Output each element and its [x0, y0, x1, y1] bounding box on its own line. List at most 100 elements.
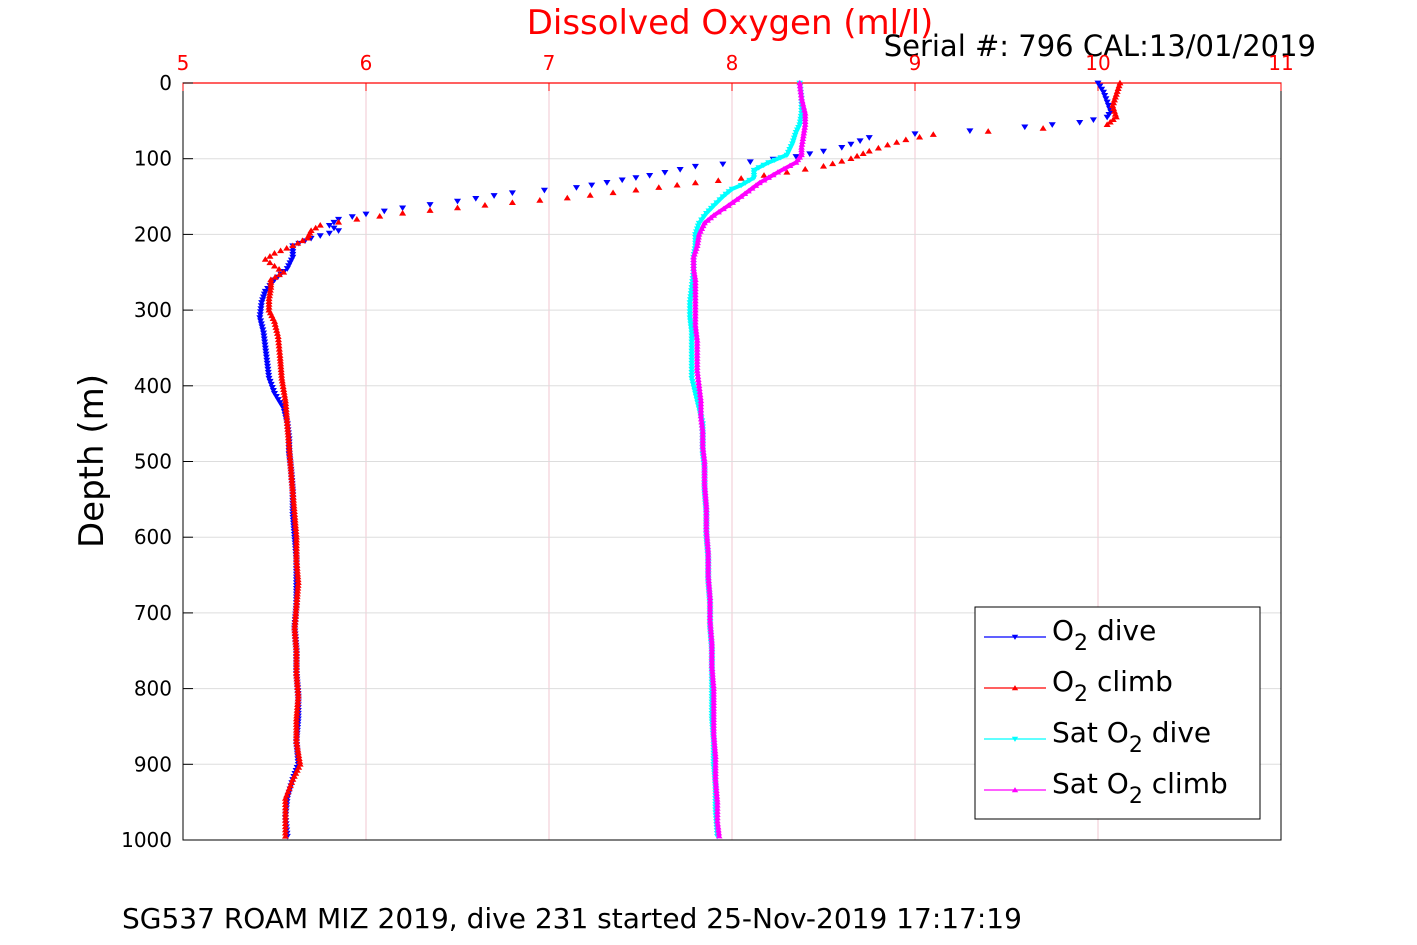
data-point — [275, 271, 283, 278]
data-point — [752, 182, 760, 188]
data-point — [786, 147, 793, 153]
data-point — [686, 315, 694, 321]
data-point — [686, 300, 694, 306]
data-point — [690, 385, 698, 391]
data-point — [348, 214, 356, 220]
grid — [183, 83, 1281, 840]
data-point — [325, 222, 333, 229]
data-point — [259, 330, 268, 337]
data-point — [748, 185, 756, 191]
data-point — [256, 312, 264, 318]
data-point — [853, 152, 861, 159]
data-point — [399, 205, 407, 212]
data-point — [856, 138, 864, 145]
data-point — [707, 214, 714, 221]
data-point — [275, 265, 283, 272]
data-point — [695, 220, 703, 227]
data-point — [563, 194, 571, 201]
data-point — [335, 228, 343, 234]
data-point — [287, 257, 295, 264]
data-point — [737, 182, 745, 189]
data-point — [859, 150, 867, 157]
data-point — [1106, 118, 1114, 125]
data-point — [687, 324, 695, 330]
data-point — [536, 197, 544, 203]
chart-title: Dissolved Oxygen (ml/l) — [527, 3, 934, 43]
data-point — [700, 214, 708, 220]
data-point — [715, 833, 723, 839]
data-point — [729, 199, 736, 205]
data-point — [262, 354, 270, 361]
data-point — [264, 363, 272, 370]
data-point — [893, 139, 901, 145]
data-point — [264, 369, 272, 376]
data-point — [289, 249, 297, 255]
x-tick-label: 7 — [543, 51, 556, 75]
data-point — [725, 202, 732, 208]
data-point — [750, 167, 758, 174]
data-point — [790, 135, 798, 141]
data-point — [692, 229, 700, 235]
data-point — [838, 157, 846, 164]
data-point — [270, 391, 279, 397]
data-point — [829, 160, 837, 167]
data-point — [713, 200, 721, 206]
data-point — [261, 288, 269, 295]
data-point — [426, 202, 434, 208]
data-point — [261, 256, 269, 262]
data-point — [259, 294, 268, 301]
data-point — [745, 188, 752, 194]
y-tick-label: 200 — [134, 222, 172, 246]
legend-label: O2 climb — [1052, 665, 1173, 707]
data-point — [676, 166, 684, 173]
data-point — [258, 300, 266, 306]
data-point — [271, 274, 279, 280]
data-point — [1104, 102, 1112, 109]
data-point — [303, 234, 311, 241]
series-sat-o2-climb — [690, 79, 809, 839]
data-point — [750, 170, 758, 176]
data-point — [688, 354, 696, 361]
y-tick-label: 0 — [159, 71, 172, 95]
data-point — [263, 360, 271, 367]
y-tick-label: 500 — [134, 450, 172, 474]
data-point — [984, 128, 992, 134]
serial-calibration-label: Serial #: 796 CAL:13/01/2019 — [884, 29, 1316, 63]
data-point — [792, 154, 800, 160]
data-point — [646, 172, 654, 179]
data-point — [687, 321, 694, 327]
data-point — [760, 172, 768, 178]
data-point — [1076, 120, 1084, 126]
data-point — [769, 171, 777, 178]
data-point — [1101, 93, 1109, 99]
data-point — [687, 291, 695, 297]
data-point — [688, 351, 696, 358]
data-point — [312, 224, 320, 231]
data-point — [376, 212, 384, 219]
data-point — [280, 268, 288, 275]
data-point — [260, 291, 268, 298]
data-point — [270, 250, 279, 256]
data-point — [688, 330, 696, 336]
data-point — [1048, 122, 1056, 128]
data-point — [265, 372, 273, 379]
data-point — [704, 217, 711, 223]
data-point — [1099, 89, 1108, 96]
data-point — [688, 357, 696, 364]
data-point — [746, 177, 754, 184]
data-point — [603, 180, 611, 186]
data-point — [789, 138, 797, 144]
y-axis-label: Depth (m) — [72, 374, 112, 548]
data-point — [276, 400, 284, 406]
data-point — [330, 225, 338, 232]
data-point — [703, 210, 710, 217]
y-tick-label: 100 — [134, 147, 172, 171]
data-point — [540, 187, 548, 194]
data-point — [728, 186, 736, 193]
data-point — [760, 162, 768, 169]
data-point — [688, 336, 696, 342]
data-point — [1096, 83, 1104, 90]
data-point — [716, 197, 724, 203]
data-point — [673, 181, 681, 188]
